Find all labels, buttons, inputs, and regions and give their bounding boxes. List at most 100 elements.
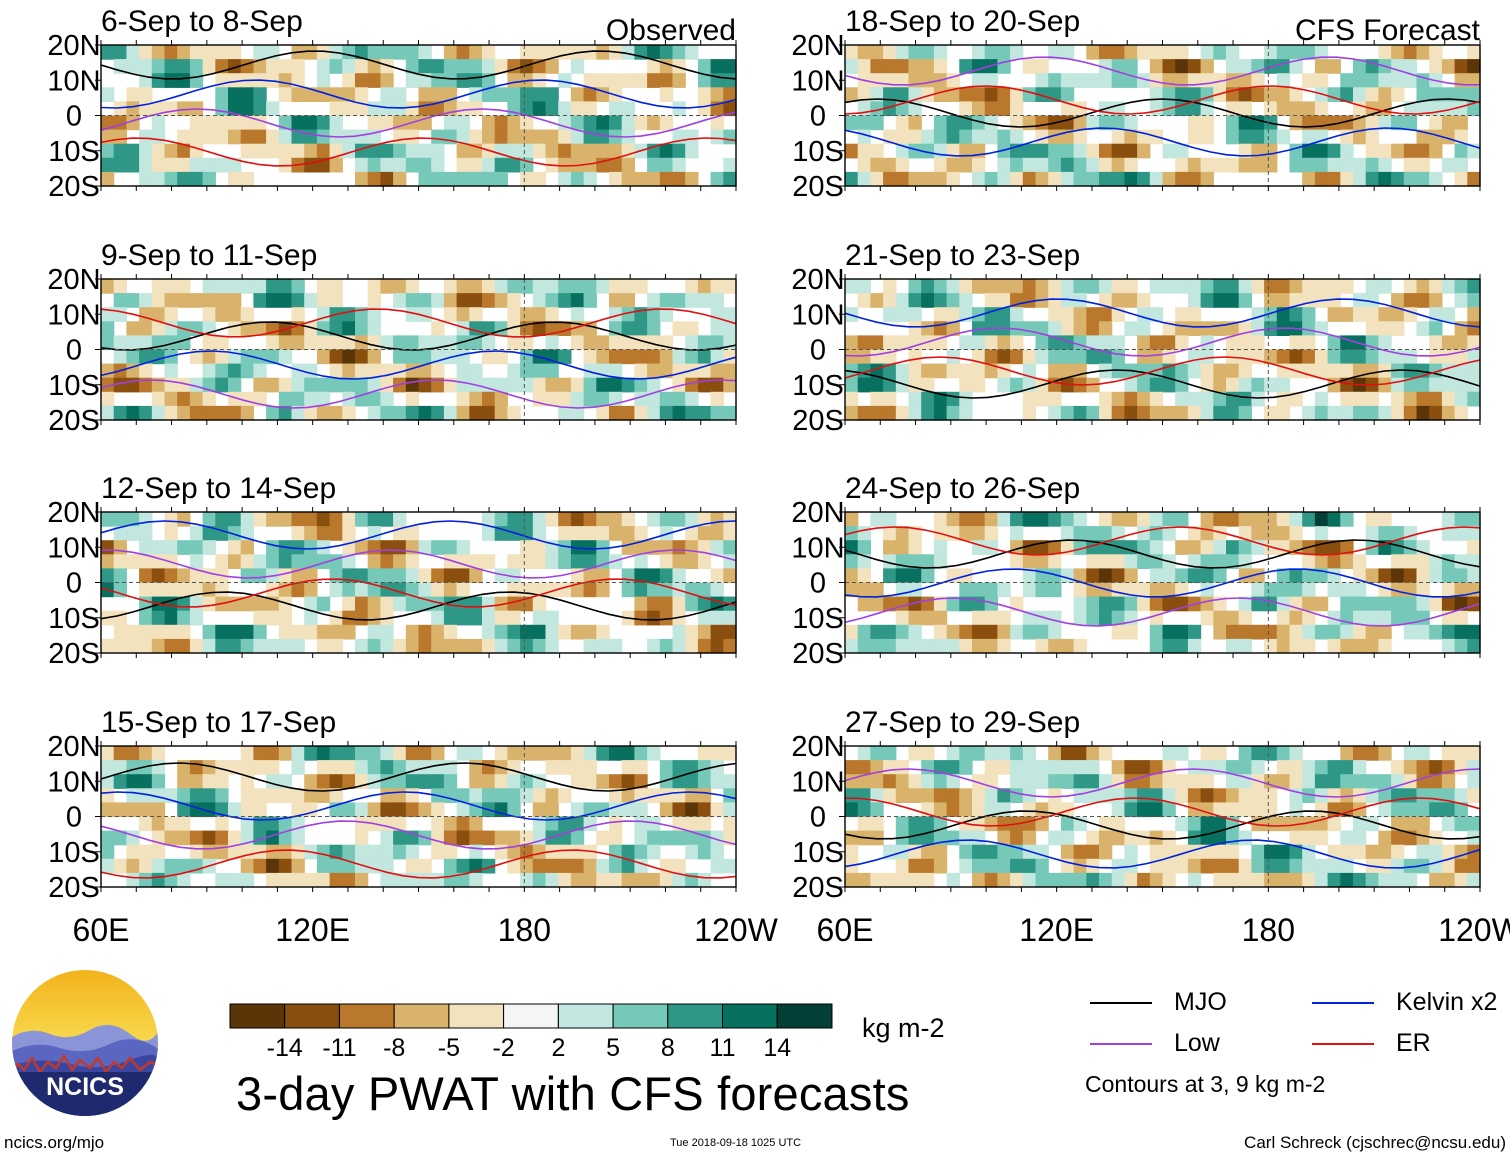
heatmap-cell (1238, 858, 1252, 874)
heatmap-cell (253, 788, 267, 803)
heatmap-cell (177, 59, 191, 74)
heatmap-cell (482, 45, 496, 60)
heatmap-cell (634, 802, 648, 818)
heatmap-cell (126, 554, 140, 569)
heatmap-cell (380, 844, 394, 860)
heatmap-cell (870, 596, 884, 612)
heatmap-cell (202, 363, 216, 379)
heatmap-cell (1403, 293, 1418, 308)
heatmap-cell (304, 129, 318, 145)
heatmap-cell (1200, 115, 1214, 131)
heatmap-cell (367, 526, 381, 541)
heatmap-cell (697, 872, 712, 888)
heatmap-cell (304, 746, 318, 761)
heatmap-cell (1251, 129, 1265, 145)
heatmap-cell (1060, 802, 1075, 818)
heatmap-cell (1391, 59, 1405, 74)
heatmap-cell (558, 143, 572, 159)
heatmap-cell (1302, 293, 1316, 308)
heatmap-cell (1441, 788, 1456, 803)
heatmap-cell (177, 391, 191, 407)
heatmap-cell (532, 844, 547, 860)
heatmap-cell (1226, 540, 1240, 555)
heatmap-cell (151, 279, 166, 294)
heatmap-cell (532, 858, 547, 874)
heatmap-cell (139, 321, 153, 336)
heatmap-cell (1048, 391, 1062, 407)
heatmap-cell (431, 157, 445, 173)
heatmap-cell (1441, 596, 1456, 612)
heatmap-cell (1175, 321, 1189, 336)
y-tick-label: 20N (47, 264, 100, 296)
heatmap-cell (609, 157, 623, 173)
footer-url[interactable]: ncics.org/mjo (4, 1133, 105, 1152)
heatmap-cell (596, 129, 610, 145)
heatmap-cell (946, 774, 960, 789)
heatmap-cell (228, 171, 242, 187)
contour-mjo (844, 539, 1481, 569)
heatmap-cell (845, 405, 859, 421)
heatmap-cell (1175, 171, 1189, 187)
heatmap-cell (883, 760, 897, 775)
heatmap-cell (1175, 512, 1189, 527)
heatmap-cell (857, 746, 871, 761)
heatmap-cell (456, 129, 470, 145)
heatmap-cell (883, 101, 897, 117)
heatmap-cell (1137, 788, 1151, 803)
heatmap-cell (1162, 830, 1176, 846)
heatmap-cell (583, 171, 597, 187)
colorbar-tick-label: -11 (322, 1034, 356, 1062)
heatmap-cell (583, 760, 597, 775)
heatmap-cell (857, 802, 871, 818)
heatmap-cell (1073, 349, 1087, 365)
heatmap-cell (520, 349, 534, 365)
heatmap-cell (1238, 638, 1252, 654)
heatmap-cell (710, 87, 724, 102)
heatmap-cell (418, 363, 432, 379)
y-tick-label: 20N (791, 731, 844, 763)
heatmap-cell (177, 405, 191, 421)
heatmap-cell (177, 143, 191, 159)
heatmap-cell (895, 45, 910, 60)
heatmap-cell (1314, 802, 1329, 818)
heatmap-cell (1378, 349, 1392, 365)
heatmap-cell (291, 638, 305, 654)
heatmap-cell (316, 73, 331, 88)
heatmap-cell (1429, 391, 1443, 407)
heatmap-cell (558, 293, 572, 308)
heatmap-cell (558, 115, 572, 131)
heatmap-cell (443, 293, 458, 308)
heatmap-cell (291, 872, 305, 888)
heatmap-cell (380, 279, 394, 294)
heatmap-cell (1340, 391, 1354, 407)
contour-kelvin-x2 (100, 350, 737, 380)
heatmap-cell (507, 638, 521, 654)
heatmap-cell (189, 568, 204, 584)
heatmap-cell (1353, 816, 1367, 832)
heatmap-cell (418, 872, 432, 888)
heatmap-cell (202, 335, 216, 351)
heatmap-cell (1048, 349, 1062, 365)
colorbar-tick-label: -2 (492, 1034, 514, 1062)
heatmap-cell (1162, 87, 1176, 102)
heatmap-cell (443, 115, 458, 131)
heatmap-cell (329, 115, 343, 131)
y-tick-label: 10S (48, 136, 100, 168)
heatmap-cell (1251, 307, 1265, 322)
heatmap-cell (189, 157, 204, 173)
heatmap-cell (228, 872, 242, 888)
heatmap-cell (1226, 610, 1240, 626)
heatmap-cell (1073, 746, 1087, 761)
heatmap-cell (908, 129, 922, 145)
heatmap-cell (1378, 844, 1392, 860)
heatmap-cell (857, 774, 871, 789)
heatmap-cell (1429, 844, 1443, 860)
heatmap-cell (647, 363, 661, 379)
heatmap-cell (959, 391, 973, 407)
x-tick-label: 120W (694, 912, 778, 948)
colorbar-tick-label: 2 (551, 1034, 565, 1062)
heatmap-cell (1010, 115, 1024, 131)
heatmap-cell (1226, 624, 1240, 640)
heatmap-cell (520, 363, 534, 379)
heatmap-cell (883, 872, 897, 888)
